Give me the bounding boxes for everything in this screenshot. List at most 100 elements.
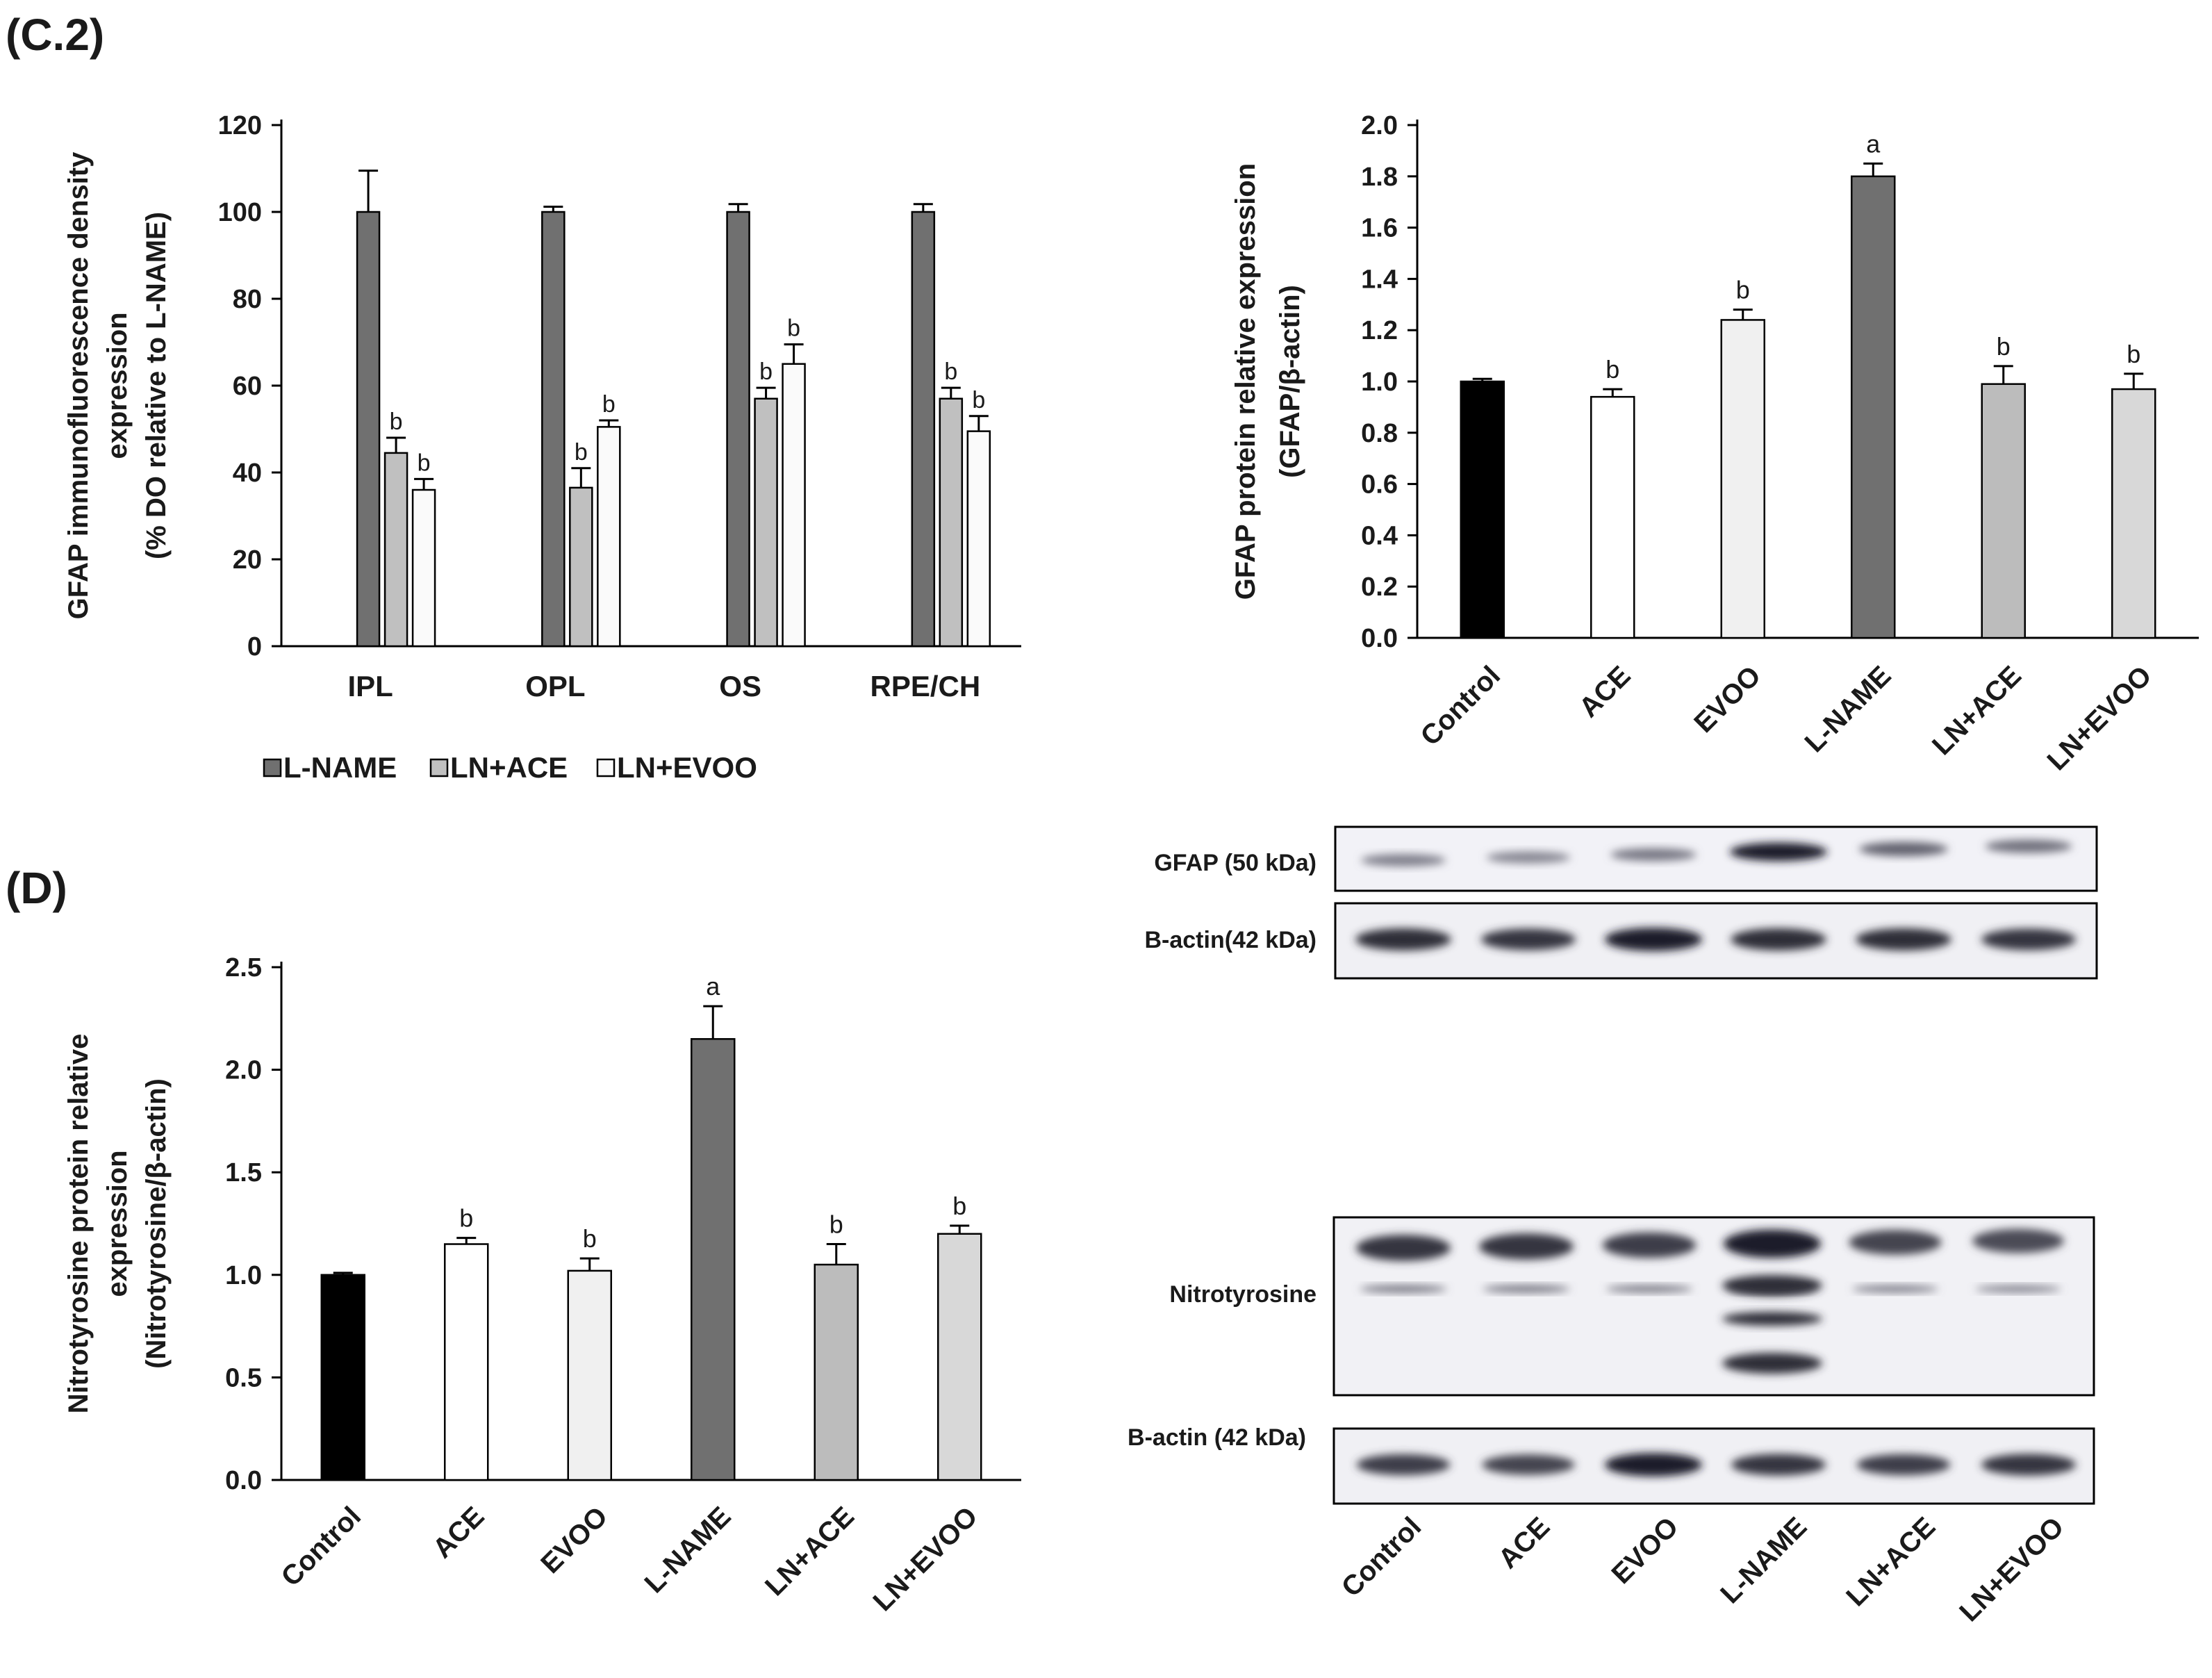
blot-nitro-band bbox=[1355, 1235, 1451, 1261]
blot-nitro-band bbox=[1849, 1230, 1942, 1255]
nitro-significance-label: b bbox=[583, 1224, 597, 1253]
nitro-y-axis-label: Nitrotyrosine protein relative bbox=[63, 1034, 94, 1414]
blot-gfap-band bbox=[1610, 848, 1697, 862]
gfap-bar bbox=[1981, 383, 2026, 639]
blot-gfap-band bbox=[1360, 854, 1446, 866]
if-bar bbox=[383, 452, 408, 648]
blot-actin-2-band bbox=[1604, 1453, 1703, 1477]
nitro-significance-label: a bbox=[706, 972, 720, 1001]
if-bar bbox=[966, 430, 991, 648]
nitro-y-tick-label: 2.0 bbox=[225, 1056, 262, 1085]
gfap-bar bbox=[1851, 175, 1896, 639]
gfap-y-tick-label: 1.8 bbox=[1361, 163, 1398, 192]
gfap-significance-label: a bbox=[1866, 129, 1881, 158]
blot-nitro-minor-band bbox=[1852, 1285, 1938, 1293]
blot-gfap-band bbox=[1729, 842, 1828, 862]
nitro-x-tick-label: ACE bbox=[427, 1501, 490, 1564]
if-bar bbox=[782, 363, 806, 648]
nitro-y-tick-label: 2.5 bbox=[225, 953, 262, 982]
nitro-bar bbox=[444, 1243, 489, 1481]
blot-gfap-bands bbox=[1360, 839, 2072, 866]
if-significance-label: b bbox=[759, 359, 773, 385]
if-significance-label: b bbox=[944, 359, 957, 385]
blot-actin-1-band bbox=[1355, 928, 1451, 951]
nitro-y-tick-label: 0.0 bbox=[225, 1466, 262, 1495]
blot-actin-2-band bbox=[1981, 1454, 2077, 1476]
if-x-tick-label: IPL bbox=[347, 670, 393, 702]
if-bar bbox=[569, 486, 593, 648]
gfap-significance-label: b bbox=[1736, 276, 1750, 304]
if-legend-label: LN+ACE bbox=[450, 751, 568, 784]
blot-gfap-frame bbox=[1334, 825, 2098, 892]
if-y-tick-label: 100 bbox=[218, 198, 262, 227]
if-bar bbox=[411, 488, 436, 648]
if-bar bbox=[911, 211, 936, 648]
if-y-tick-label: 80 bbox=[233, 285, 262, 314]
if-y-tick-label: 120 bbox=[218, 111, 262, 140]
gfap-y-axis-label: GFAP protein relative expression bbox=[1230, 163, 1261, 600]
gfap-bar bbox=[1720, 319, 1765, 639]
blot-nitro-extra-band bbox=[1722, 1353, 1822, 1374]
panel-label-d: (D) bbox=[6, 863, 67, 913]
blot-nitro-extra-band bbox=[1722, 1275, 1822, 1296]
nitro-y-axis-label: expression bbox=[102, 1150, 133, 1297]
if-y-tick-label: 0 bbox=[247, 632, 262, 661]
blot-nitro-band bbox=[1602, 1232, 1697, 1258]
gfap-x-tick-label: L-NAME bbox=[1799, 660, 1897, 758]
if-legend-swatch bbox=[596, 758, 616, 778]
gfap-y-tick-label: 0.4 bbox=[1361, 521, 1398, 550]
nitro-bar bbox=[567, 1269, 612, 1481]
gfap-bar bbox=[1460, 380, 1505, 639]
blot-lane-label: LN+ACE bbox=[1840, 1511, 1941, 1612]
if-bar bbox=[726, 211, 750, 648]
gfap-y-tick-label: 0.8 bbox=[1361, 419, 1398, 448]
if-bar bbox=[939, 397, 964, 648]
blot-nitro-area: Nitrotyrosine B-actin (42 kDa) bbox=[1128, 1216, 2095, 1505]
blot-nitro-band bbox=[1478, 1233, 1574, 1260]
nitro-y-tick-label: 0.5 bbox=[225, 1363, 262, 1392]
panel-label-c2: (C.2) bbox=[6, 10, 104, 60]
nitro-bar bbox=[320, 1274, 365, 1481]
if-y-axis-label: (% DO relative to L-NAME) bbox=[141, 212, 172, 559]
blot-actin-2-band bbox=[1482, 1454, 1575, 1475]
blot-actin-1-bands bbox=[1355, 928, 2077, 951]
blot-actin-2-band bbox=[1856, 1454, 1951, 1476]
chart-gfap-protein: 0.0 0.2 0.4 0.6 0.8 1.0 1.2 1.4 1.6 1.8 2.0 GFAP pr… bbox=[1230, 111, 2199, 776]
blot-nitro-minor-band bbox=[1483, 1285, 1570, 1293]
blot-label-nitrotyrosine: Nitrotyrosine bbox=[1169, 1281, 1317, 1308]
if-y-axis-label: GFAP immunofluorescence density bbox=[63, 151, 94, 620]
nitro-x-tick-label: L-NAME bbox=[639, 1501, 737, 1599]
if-x-tick-label: OS bbox=[719, 670, 761, 702]
gfap-x-tick-label: ACE bbox=[1574, 660, 1637, 723]
if-bar bbox=[754, 397, 778, 648]
blot-actin-2-bands bbox=[1356, 1453, 2077, 1477]
nitro-significance-label: b bbox=[459, 1204, 473, 1233]
nitro-x-tick-label: Control bbox=[275, 1501, 367, 1593]
blot-gfap-band bbox=[1486, 851, 1571, 864]
nitro-bar bbox=[814, 1263, 859, 1481]
if-significance-label: b bbox=[787, 315, 800, 342]
blot-nitro-band bbox=[1972, 1228, 2064, 1253]
blot-label-actin-1: B-actin(42 kDa) bbox=[1144, 927, 1317, 953]
nitro-bar bbox=[937, 1233, 982, 1481]
blot-actin-2-frame bbox=[1332, 1427, 2095, 1505]
blot-nitro-minor-band bbox=[1360, 1285, 1447, 1293]
gfap-x-tick-label: Control bbox=[1414, 660, 1506, 752]
nitro-y-tick-label: 1.5 bbox=[225, 1158, 262, 1187]
gfap-bar bbox=[2111, 388, 2156, 639]
if-y-tick-label: 60 bbox=[233, 372, 262, 401]
if-x-tick-label: OPL bbox=[525, 670, 585, 702]
blot-lane-label: Control bbox=[1336, 1511, 1428, 1603]
blot-nitro-minor-band bbox=[1606, 1285, 1693, 1293]
if-y-axis-label: expression bbox=[102, 312, 133, 459]
blot-label-gfap: GFAP (50 kDa) bbox=[1154, 850, 1317, 876]
gfap-y-tick-label: 0.2 bbox=[1361, 573, 1398, 602]
gfap-significance-label: b bbox=[2127, 340, 2140, 368]
blot-actin-1-band bbox=[1480, 928, 1576, 951]
blot-actin-1-band bbox=[1981, 928, 2077, 951]
blot-lane-label: LN+EVOO bbox=[1954, 1511, 2070, 1627]
nitro-significance-label: b bbox=[952, 1192, 966, 1220]
blot-nitro-minor-band bbox=[1975, 1285, 2061, 1292]
nitro-y-tick-label: 1.0 bbox=[225, 1261, 262, 1290]
